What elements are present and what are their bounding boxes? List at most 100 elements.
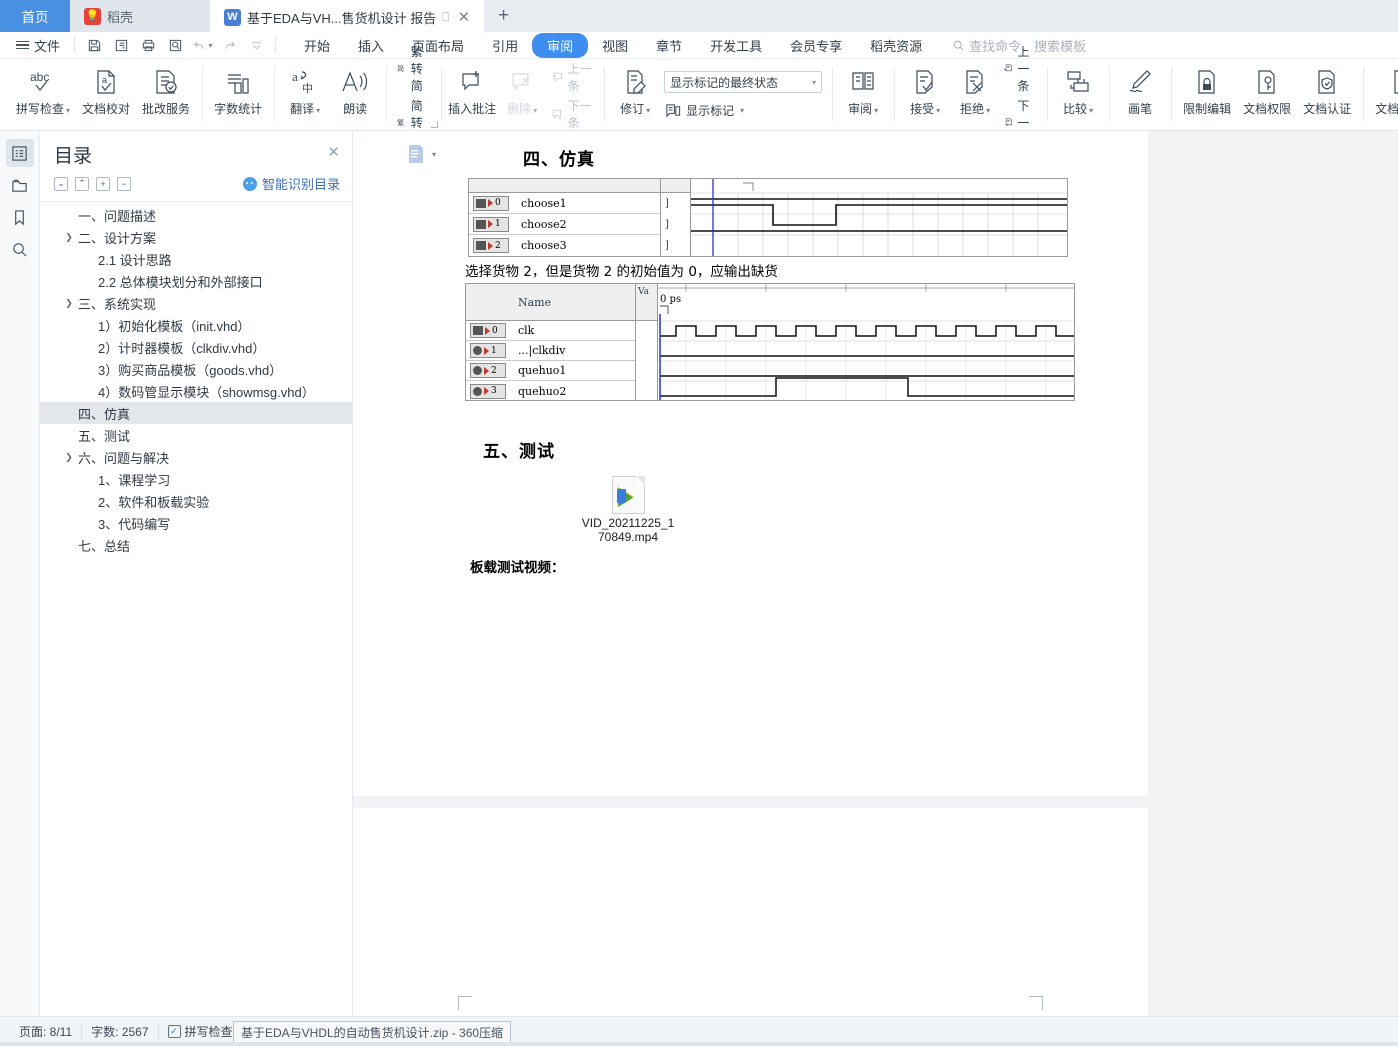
- smart-toc-button[interactable]: 智能识别目录: [242, 174, 340, 193]
- toc-item-11[interactable]: ❯ 六、问题与解决: [40, 446, 352, 468]
- ribbon-tab-view[interactable]: 视图: [602, 38, 629, 54]
- toc-item-5[interactable]: 1）初始化模板（init.vhd）: [40, 314, 352, 336]
- toc-item-0[interactable]: 一、问题描述: [40, 204, 352, 226]
- search-panel-icon[interactable]: [6, 235, 34, 263]
- ribbon-tab-section[interactable]: 章节: [656, 38, 683, 54]
- redo-icon[interactable]: [216, 34, 242, 57]
- ribbon-tab-page-layout[interactable]: 页面布局: [412, 38, 465, 54]
- paste-options-icon[interactable]: ▾: [408, 144, 436, 164]
- checkbox-icon[interactable]: ✓: [167, 1025, 181, 1038]
- undo-icon[interactable]: ▾: [189, 34, 215, 57]
- ribbon-tab-insert[interactable]: 插入: [358, 38, 385, 54]
- word-count-indicator[interactable]: 字数: 2567: [91, 1025, 149, 1039]
- tab-pin-icon[interactable]: ⎕: [442, 9, 450, 24]
- expand-all-icon[interactable]: +: [96, 176, 110, 191]
- collapse-up-icon[interactable]: ⌃: [75, 176, 89, 191]
- previous-change-button[interactable]: 上一条: [1004, 43, 1037, 94]
- chevron-down-icon[interactable]: ▾: [874, 106, 879, 115]
- customize-toolbar-icon[interactable]: [243, 34, 269, 57]
- document-proofread-button[interactable]: a 文档校对: [76, 61, 136, 117]
- save-icon[interactable]: [81, 34, 107, 57]
- restrict-editing-button[interactable]: 限制编辑: [1177, 61, 1237, 117]
- toc-item-12[interactable]: 1、课程学习: [40, 468, 352, 490]
- print-icon[interactable]: [135, 34, 161, 57]
- ribbon-tab-docer-resources[interactable]: 稻壳资源: [870, 38, 923, 54]
- next-comment-button[interactable]: 下一条: [551, 97, 594, 131]
- compare-button[interactable]: 比较 ▾: [1053, 61, 1103, 117]
- ribbon-tab-start[interactable]: 开始: [304, 38, 331, 54]
- correction-service-button[interactable]: 批改服务: [136, 61, 196, 117]
- save-as-icon[interactable]: [108, 34, 134, 57]
- reject-change-button[interactable]: 拒绝 ▾: [950, 61, 1000, 117]
- toc-item-15[interactable]: 七、总结: [40, 534, 352, 556]
- previous-comment-button[interactable]: 上一条: [551, 60, 594, 94]
- thumbnail-panel-icon[interactable]: [6, 171, 34, 199]
- chevron-down-icon[interactable]: ▾: [533, 106, 538, 115]
- file-menu-button[interactable]: 文件: [8, 36, 68, 55]
- embedded-video-object[interactable]: VID_20211225_1 70849.mp4: [553, 476, 703, 544]
- print-preview-icon[interactable]: [162, 34, 188, 57]
- document-canvas[interactable]: ▾ 四、仿真 0 choose1 1 choose2: [353, 131, 1398, 1016]
- chevron-down-icon[interactable]: ▾: [740, 106, 745, 115]
- word-count-button[interactable]: 字数统计: [208, 61, 268, 117]
- translate-button[interactable]: a 中 翻译 ▾: [280, 61, 330, 117]
- chevron-down-icon[interactable]: ▾: [432, 149, 437, 159]
- document-finalize-button[interactable]: 文档定稿▾: [1369, 61, 1398, 117]
- toc-item-4[interactable]: ❯ 三、系统实现: [40, 292, 352, 314]
- toc-item-3[interactable]: 2.2 总体模块划分和外部接口: [40, 270, 352, 292]
- document-permission-button[interactable]: 文档权限: [1237, 61, 1297, 117]
- close-icon[interactable]: ✕: [327, 144, 340, 161]
- toc-arrow-icon[interactable]: ❯: [65, 297, 73, 308]
- chevron-down-icon[interactable]: ▾: [66, 106, 71, 115]
- tab-close-icon[interactable]: ✕: [457, 9, 471, 26]
- collapse-all-icon[interactable]: −: [117, 176, 131, 191]
- accept-change-button[interactable]: 接受 ▾: [900, 61, 950, 117]
- delete-comment-button[interactable]: 删除 ▾: [497, 61, 547, 117]
- tab-home[interactable]: 首页: [0, 0, 70, 32]
- collapse-down-icon[interactable]: ⌄: [54, 176, 68, 191]
- ribbon-tab-developer[interactable]: 开发工具: [710, 38, 763, 54]
- page-indicator[interactable]: 页面: 8/11: [19, 1025, 73, 1039]
- chevron-down-icon[interactable]: ▾: [1089, 106, 1094, 115]
- trad-to-simp-button[interactable]: 简 繁转简: [396, 43, 431, 94]
- correction-service-icon: [151, 65, 181, 99]
- new-tab-button[interactable]: +: [498, 5, 510, 26]
- bookmark-panel-icon[interactable]: [6, 203, 34, 231]
- toc-item-1[interactable]: ❯ 二、设计方案: [40, 226, 352, 248]
- toc-item-10[interactable]: 五、测试: [40, 424, 352, 446]
- toc-arrow-icon[interactable]: ❯: [65, 231, 73, 242]
- ribbon-tab-member[interactable]: 会员专享: [790, 38, 843, 54]
- toc-item-9[interactable]: 四、仿真: [40, 402, 352, 424]
- show-markup-button[interactable]: 显示标记 ▾: [664, 102, 822, 119]
- document-page-1[interactable]: ▾ 四、仿真 0 choose1 1 choose2: [353, 131, 1148, 862]
- toc-item-13[interactable]: 2、软件和板载实验: [40, 490, 352, 512]
- toc-item-7[interactable]: 3）购买商品模板（goods.vhd）: [40, 358, 352, 380]
- toc-item-14[interactable]: 3、代码编写: [40, 512, 352, 534]
- pen-brush-button[interactable]: 画笔: [1115, 61, 1165, 117]
- command-search[interactable]: 查找命令、搜索模板: [952, 36, 1086, 55]
- undo-caret-icon[interactable]: ▾: [208, 40, 213, 50]
- chevron-down-icon[interactable]: ▾: [812, 77, 817, 87]
- document-page-2[interactable]: ON DP 123 ON DP 123 ON DP 123: [353, 808, 1148, 1016]
- new-comment-button[interactable]: 插入批注: [447, 61, 497, 117]
- ribbon-tab-review[interactable]: 审阅: [532, 32, 589, 58]
- track-changes-button[interactable]: 修订 ▾: [610, 61, 660, 117]
- ribbon-tab-references[interactable]: 引用: [492, 38, 519, 54]
- toc-arrow-icon[interactable]: ❯: [65, 451, 73, 462]
- read-aloud-button[interactable]: 朗读: [330, 61, 380, 117]
- markup-display-combo[interactable]: 显示标记的最终状态 ▾: [664, 71, 823, 93]
- dialog-launcher-icon[interactable]: [431, 121, 439, 128]
- tab-docer[interactable]: 稻壳: [70, 0, 210, 32]
- toc-item-6[interactable]: 2）计时器模板（clkdiv.vhd）: [40, 336, 352, 358]
- document-certify-button[interactable]: 文档认证: [1297, 61, 1357, 117]
- outline-panel-icon[interactable]: [5, 139, 34, 167]
- tab-document[interactable]: 基于EDA与VH...售货机设计 报告 ⎕ ✕: [210, 0, 485, 32]
- chevron-down-icon[interactable]: ▾: [936, 106, 941, 115]
- chevron-down-icon[interactable]: ▾: [986, 106, 991, 115]
- toc-item-2[interactable]: 2.1 设计思路: [40, 248, 352, 270]
- chevron-down-icon[interactable]: ▾: [646, 106, 651, 115]
- reviewing-pane-button[interactable]: 审阅 ▾: [838, 61, 888, 117]
- chevron-down-icon[interactable]: ▾: [316, 106, 321, 115]
- spellcheck-button[interactable]: abc 拼写检查 ▾: [10, 61, 76, 117]
- toc-item-8[interactable]: 4）数码管显示模块（showmsg.vhd）: [40, 380, 352, 402]
